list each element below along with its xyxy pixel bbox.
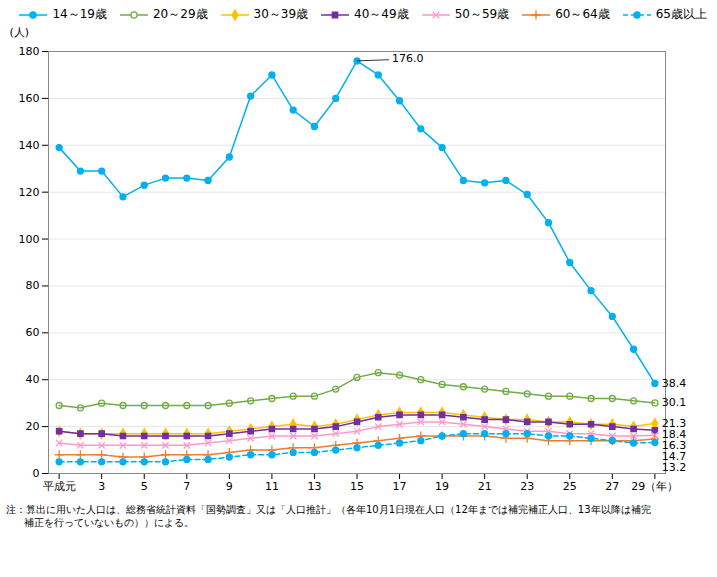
svg-text:18.4: 18.4 <box>661 428 687 442</box>
svg-text:21: 21 <box>478 480 492 493</box>
html-text:注：算出に用いた人口は、総務省統計資料「国勢調査」又は「人口: 注：算出に用いた人口は、総務省統計資料「国勢調査」又は「人口推計」（各年10月1… <box>6 504 651 515</box>
html-text:30～39歳: 30～39歳 <box>253 7 309 21</box>
svg-text:60: 60 <box>26 326 40 339</box>
svg-text:29（年）: 29（年） <box>631 480 678 493</box>
svg-text:120: 120 <box>19 186 40 199</box>
html-text:40～49歳: 40～49歳 <box>354 7 409 21</box>
svg-text:100: 100 <box>19 233 40 246</box>
svg-text:180: 180 <box>19 45 40 58</box>
svg-text:5: 5 <box>141 480 148 493</box>
svg-text:27: 27 <box>605 480 619 493</box>
svg-text:160: 160 <box>19 92 40 105</box>
svg-text:11: 11 <box>265 480 279 493</box>
html-text:補正を行っていないもの））による。: 補正を行っていないもの））による。 <box>24 517 194 528</box>
svg-text:25: 25 <box>563 480 577 493</box>
svg-text:7: 7 <box>183 480 190 493</box>
html-text:50～59歳: 50～59歳 <box>454 7 510 21</box>
svg-text:平成元: 平成元 <box>43 480 76 493</box>
html-text:60～64歳: 60～64歳 <box>555 7 610 21</box>
svg-text:13.2: 13.2 <box>662 461 687 474</box>
svg-text:80: 80 <box>26 279 40 292</box>
svg-text:38.4: 38.4 <box>662 377 687 390</box>
svg-text:40: 40 <box>26 373 40 386</box>
svg-text:30.1: 30.1 <box>662 396 687 409</box>
svg-text:0: 0 <box>33 467 40 480</box>
svg-text:20: 20 <box>26 420 40 433</box>
svg-text:13: 13 <box>307 480 321 493</box>
svg-text:140: 140 <box>19 139 40 152</box>
html-text:14～19歳: 14～19歳 <box>52 7 107 21</box>
html-text:65歳以上: 65歳以上 <box>655 7 707 21</box>
svg-text:15: 15 <box>350 480 364 493</box>
svg-text:19: 19 <box>435 480 449 493</box>
svg-text:21.3: 21.3 <box>661 417 687 431</box>
svg-text:176.0: 176.0 <box>392 52 424 65</box>
svg-text:9: 9 <box>226 480 233 493</box>
svg-text:17: 17 <box>393 480 407 493</box>
svg-text:14.7: 14.7 <box>661 450 687 464</box>
svg-text:(人): (人) <box>10 26 30 39</box>
svg-text:23: 23 <box>520 480 534 493</box>
svg-text:3: 3 <box>98 480 105 493</box>
svg-text:16.3: 16.3 <box>661 439 687 453</box>
html-text:20～29歳: 20～29歳 <box>153 7 208 21</box>
